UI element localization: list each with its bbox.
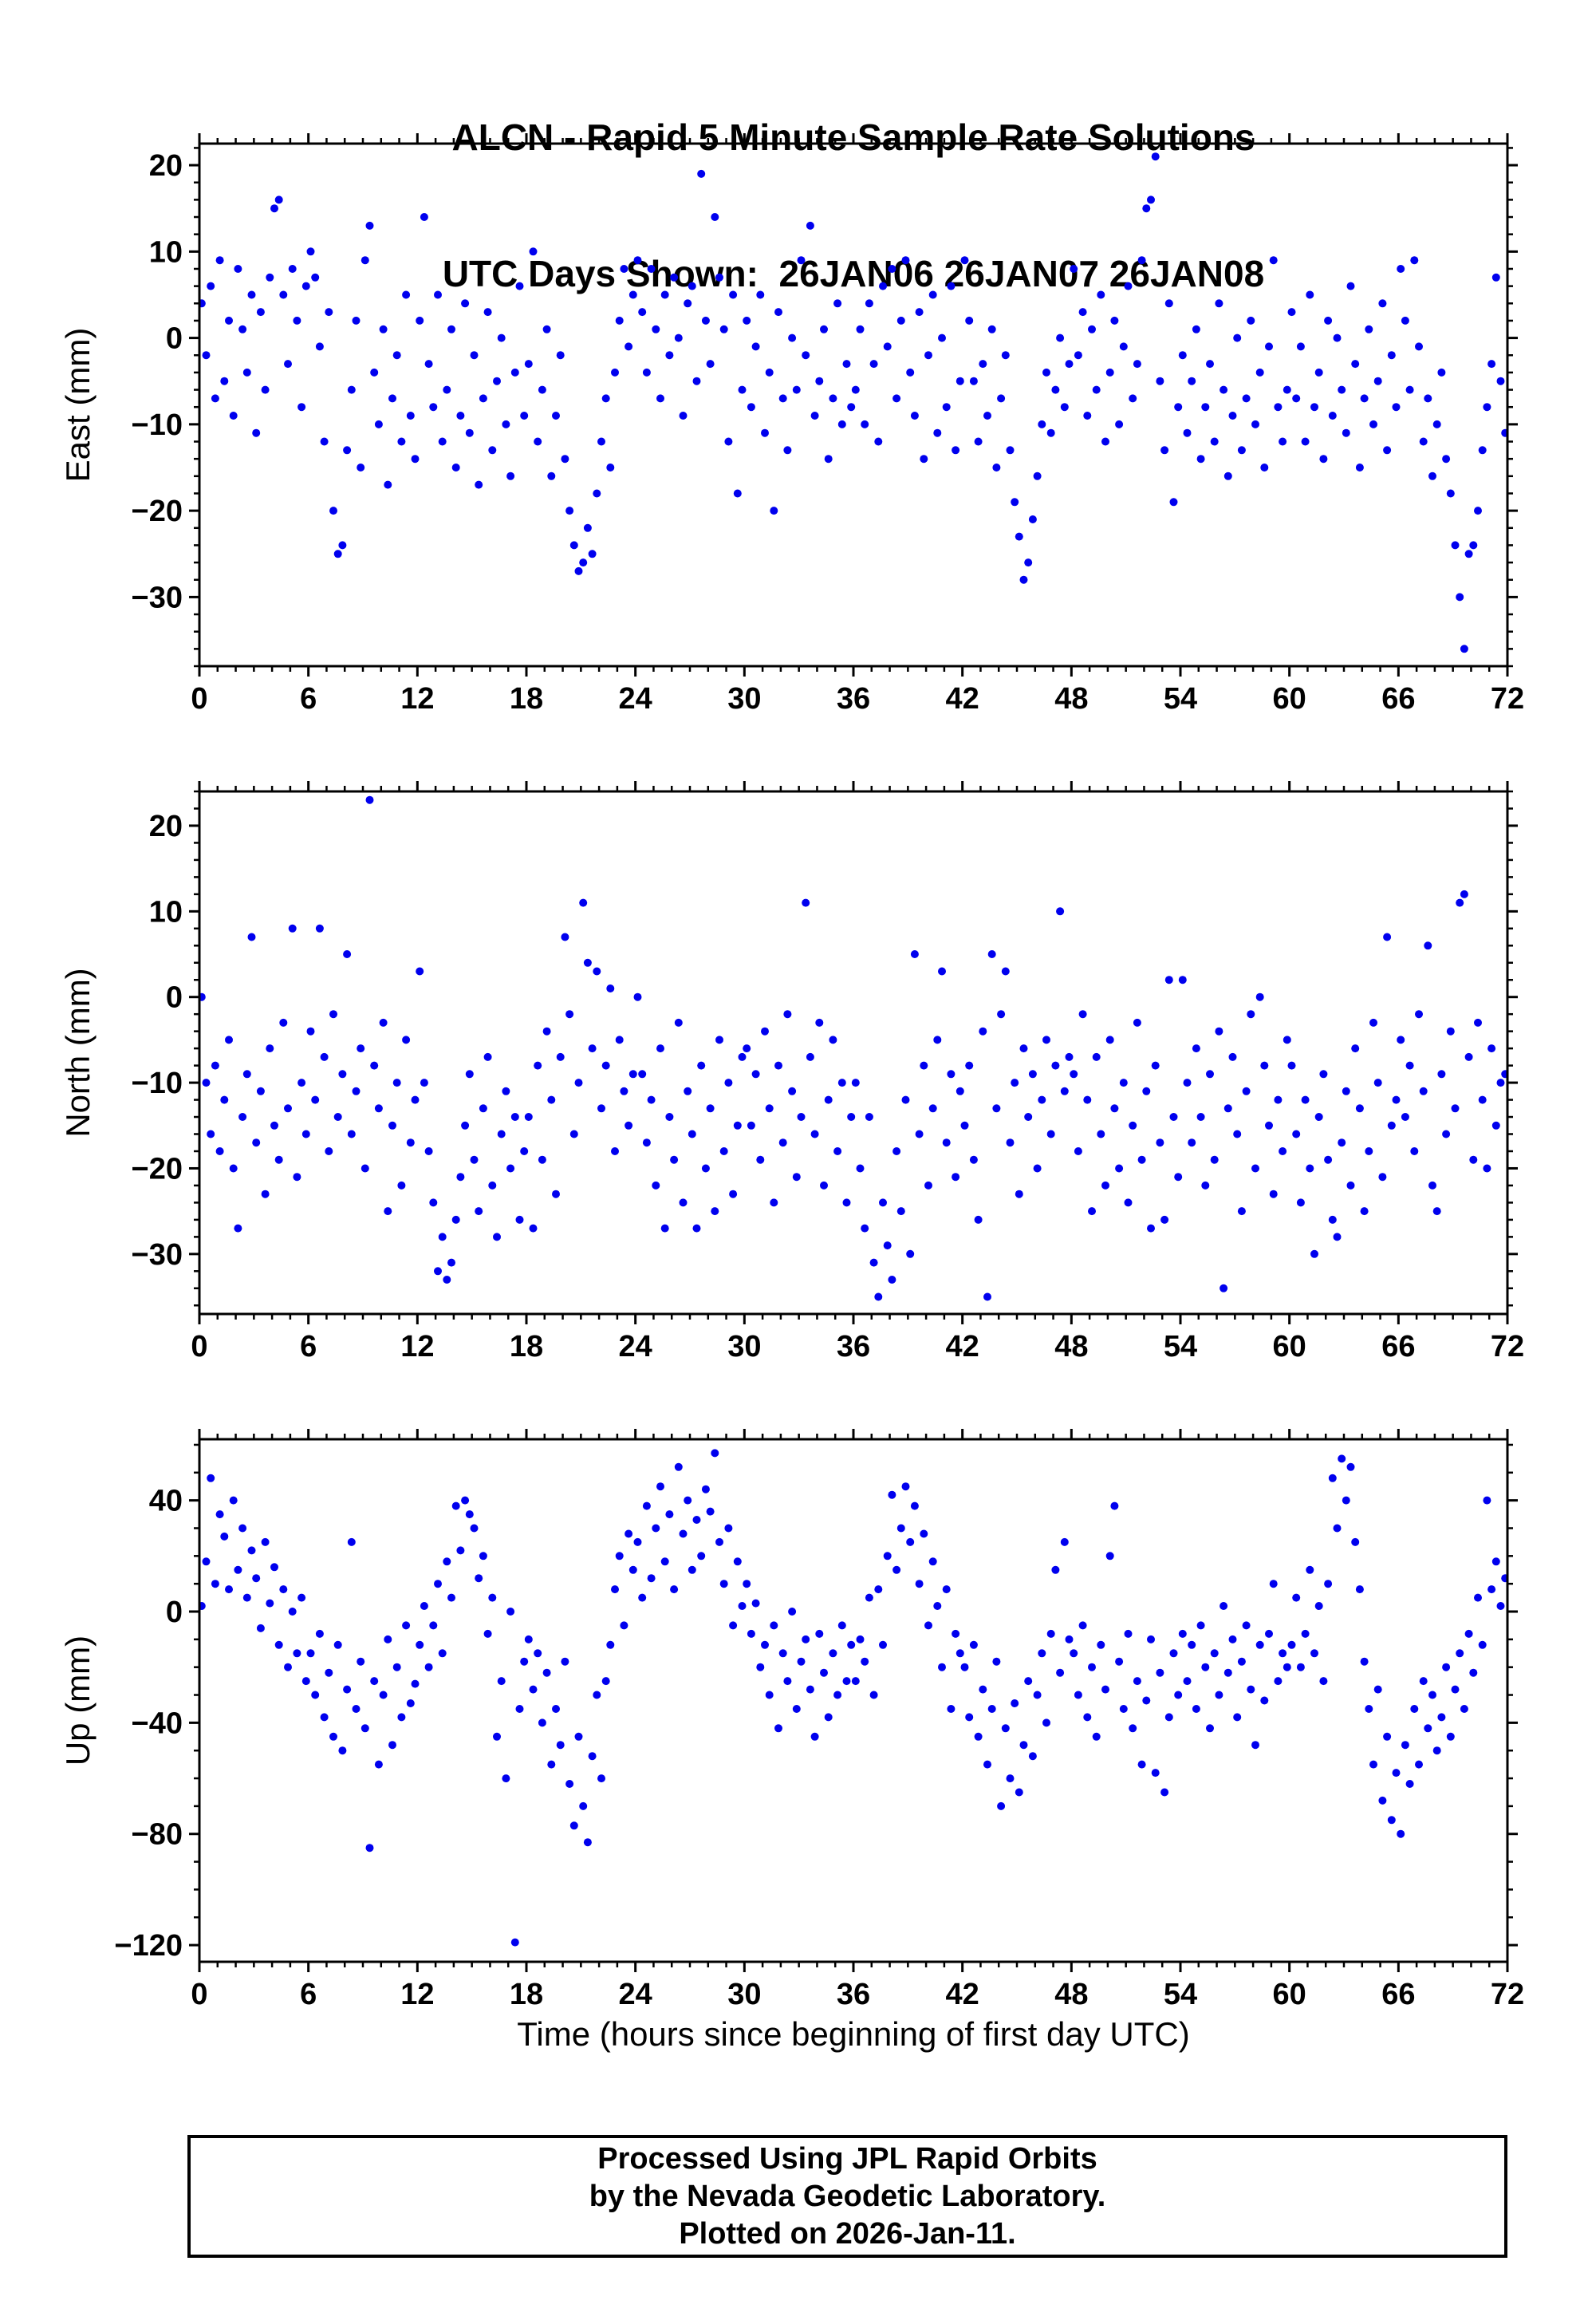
svg-text:54: 54 — [1164, 1330, 1197, 1363]
svg-text:42: 42 — [946, 1330, 979, 1363]
svg-text:36: 36 — [837, 1330, 870, 1363]
svg-text:North (mm): North (mm) — [59, 968, 97, 1137]
svg-text:−30: −30 — [132, 1238, 183, 1272]
east-scatter-panel: 0 6 12 18 24 30 36 42 48 54 60 66 72 −30 −20 −10 0 10 20 Ea… — [59, 133, 1524, 716]
svg-text:66: 66 — [1381, 1978, 1415, 2011]
svg-text:42: 42 — [946, 1978, 979, 2011]
footer-line2: by the Nevada Geodetic Laboratory. — [589, 2179, 1106, 2213]
svg-text:0: 0 — [166, 1596, 183, 1629]
svg-text:−80: −80 — [132, 1818, 183, 1852]
svg-text:−20: −20 — [132, 495, 183, 528]
svg-text:Up (mm): Up (mm) — [59, 1635, 97, 1766]
svg-text:36: 36 — [837, 1978, 870, 2011]
svg-text:0: 0 — [166, 981, 183, 1015]
footer-line1: Processed Using JPL Rapid Orbits — [597, 2141, 1097, 2176]
footer-box: Processed Using JPL Rapid Orbits by the … — [187, 2135, 1507, 2258]
chart-title-line1: ALCN - Rapid 5 Minute Sample Rate Soluti… — [451, 116, 1255, 158]
svg-text:30: 30 — [727, 1978, 761, 2011]
svg-text:10: 10 — [149, 895, 183, 929]
svg-text:20: 20 — [149, 810, 183, 843]
svg-text:−10: −10 — [132, 408, 183, 442]
svg-text:60: 60 — [1273, 682, 1306, 716]
svg-text:24: 24 — [619, 682, 652, 716]
svg-text:12: 12 — [400, 1978, 434, 2011]
svg-text:−10: −10 — [132, 1067, 183, 1100]
svg-text:20: 20 — [149, 149, 183, 183]
svg-text:0: 0 — [166, 322, 183, 356]
up-scatter-panel: 0 6 12 18 24 30 36 42 48 54 60 66 72 −120 −80 −40 0 40 Up … — [59, 1429, 1524, 2011]
svg-text:18: 18 — [510, 1330, 543, 1363]
svg-text:72: 72 — [1491, 1330, 1524, 1363]
svg-text:0: 0 — [191, 682, 207, 716]
svg-text:60: 60 — [1273, 1978, 1306, 2011]
svg-text:12: 12 — [400, 1330, 434, 1363]
svg-text:East (mm): East (mm) — [59, 328, 97, 483]
svg-text:72: 72 — [1491, 682, 1524, 716]
svg-text:−120: −120 — [114, 1929, 183, 1963]
svg-text:54: 54 — [1164, 682, 1197, 716]
svg-text:30: 30 — [727, 1330, 761, 1363]
svg-text:12: 12 — [400, 682, 434, 716]
chart-title: ALCN - Rapid 5 Minute Sample Rate Soluti… — [199, 24, 1507, 388]
svg-text:0: 0 — [191, 1978, 207, 2011]
svg-text:48: 48 — [1054, 682, 1088, 716]
svg-text:−40: −40 — [132, 1707, 183, 1740]
svg-text:−30: −30 — [132, 581, 183, 614]
svg-text:48: 48 — [1054, 1978, 1088, 2011]
svg-text:36: 36 — [837, 682, 870, 716]
svg-text:10: 10 — [149, 235, 183, 269]
svg-text:6: 6 — [300, 1330, 317, 1363]
svg-text:54: 54 — [1164, 1978, 1197, 2011]
svg-text:18: 18 — [510, 1978, 543, 2011]
svg-text:42: 42 — [946, 682, 979, 716]
svg-text:72: 72 — [1491, 1978, 1524, 2011]
svg-text:24: 24 — [619, 1978, 652, 2011]
x-axis-title: Time (hours since beginning of first day… — [517, 2015, 1190, 2053]
svg-text:30: 30 — [727, 682, 761, 716]
svg-text:−20: −20 — [132, 1152, 183, 1186]
svg-text:60: 60 — [1273, 1330, 1306, 1363]
svg-text:24: 24 — [619, 1330, 652, 1363]
footer-line3: Plotted on 2026-Jan-11. — [679, 2216, 1016, 2251]
north-scatter-panel: 0 6 12 18 24 30 36 42 48 54 60 66 72 −30 −20 −10 0 10 20 No… — [59, 781, 1524, 1363]
svg-text:66: 66 — [1381, 682, 1415, 716]
svg-text:6: 6 — [300, 682, 317, 716]
svg-text:66: 66 — [1381, 1330, 1415, 1363]
svg-text:18: 18 — [510, 682, 543, 716]
svg-text:6: 6 — [300, 1978, 317, 2011]
svg-text:48: 48 — [1054, 1330, 1088, 1363]
svg-text:40: 40 — [149, 1485, 183, 1518]
svg-text:0: 0 — [191, 1330, 207, 1363]
